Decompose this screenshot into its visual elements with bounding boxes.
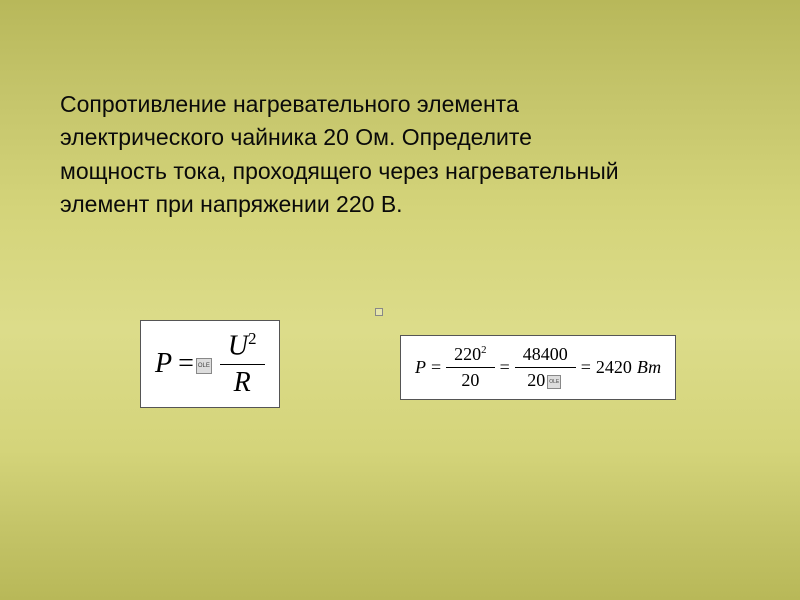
problem-line-2: электрического чайника 20 Ом. Определите xyxy=(60,124,532,150)
den2-value: 20 xyxy=(527,370,545,390)
formula-calculation: P = 2202 20 = 48400 20 OLE = 2420 Вт xyxy=(400,335,676,400)
problem-line-1: Сопротивление нагревательного элемента xyxy=(60,91,519,117)
ole-placeholder-icon: OLE xyxy=(196,358,212,374)
formula1-content: P = OLE U2 R xyxy=(155,329,265,399)
denominator: R xyxy=(226,365,259,399)
ole-placeholder-icon: OLE xyxy=(547,375,561,389)
denominator-2: 20 OLE xyxy=(519,368,571,391)
variable-P: P xyxy=(155,348,172,380)
formula2-content: P = 2202 20 = 48400 20 OLE = 2420 Вт xyxy=(415,344,661,391)
equals-2: = xyxy=(500,357,510,378)
result-unit: Вт xyxy=(637,357,661,378)
numerator-1: 2202 xyxy=(446,344,494,368)
numerator-2: 48400 xyxy=(515,344,576,368)
variable-U: U xyxy=(228,330,248,361)
num1-base: 220 xyxy=(454,344,481,364)
problem-line-4: элемент при напряжении 220 В. xyxy=(60,191,403,217)
numerator: U2 xyxy=(220,329,265,365)
denominator-1: 20 xyxy=(453,368,487,391)
decorative-square xyxy=(375,308,383,316)
problem-line-3: мощность тока, проходящего через нагрева… xyxy=(60,158,619,184)
fraction-U2-over-R: U2 R xyxy=(220,329,265,399)
equals-3: = xyxy=(581,357,591,378)
fraction-48400-over-20: 48400 20 OLE xyxy=(515,344,576,391)
fraction-220sq-over-20: 2202 20 xyxy=(446,344,494,391)
variable-P: P xyxy=(415,357,426,378)
result-value: 2420 xyxy=(596,357,632,378)
equals-text: = xyxy=(178,348,194,379)
equals-sign: = OLE xyxy=(178,348,214,380)
ole-label: OLE xyxy=(549,379,559,385)
problem-statement: Сопротивление нагревательного элемента э… xyxy=(60,88,760,221)
equals-1: = xyxy=(431,357,441,378)
formula-power-definition: P = OLE U2 R xyxy=(140,320,280,408)
exponent-2: 2 xyxy=(248,329,256,348)
num1-exponent: 2 xyxy=(481,344,486,356)
ole-label: OLE xyxy=(198,363,210,369)
